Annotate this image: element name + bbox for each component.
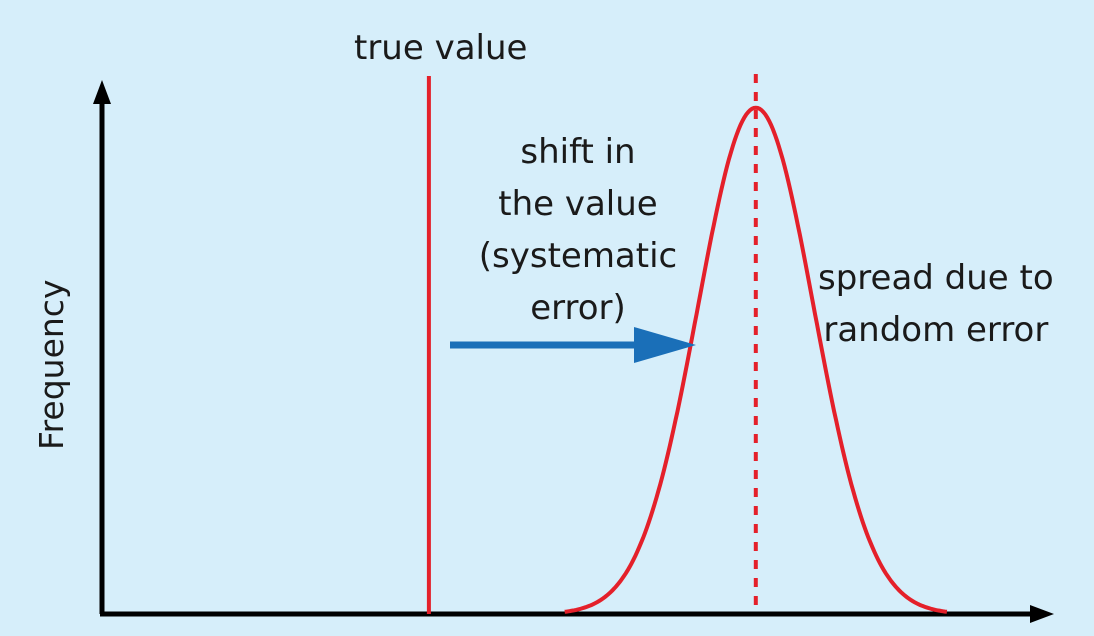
y-axis-arrowhead (93, 80, 111, 104)
spread-label-line: random error (823, 310, 1049, 350)
shift-arrow-head (634, 327, 696, 363)
shift-label-line: the value (498, 184, 658, 224)
shift-label-line: error) (530, 288, 626, 328)
systematic-error-label: shift in the value (systematic error) (470, 126, 686, 334)
shift-label-line: (systematic (478, 236, 678, 276)
true-value-label: true value (354, 28, 528, 68)
random-error-label: spread due to random error (818, 252, 1054, 356)
y-axis-label: Frequency (32, 279, 71, 450)
shift-label-line: shift in (520, 132, 636, 172)
x-axis-arrowhead (1030, 605, 1054, 623)
distribution-curve (564, 105, 948, 614)
spread-label-line: spread due to (818, 258, 1054, 298)
